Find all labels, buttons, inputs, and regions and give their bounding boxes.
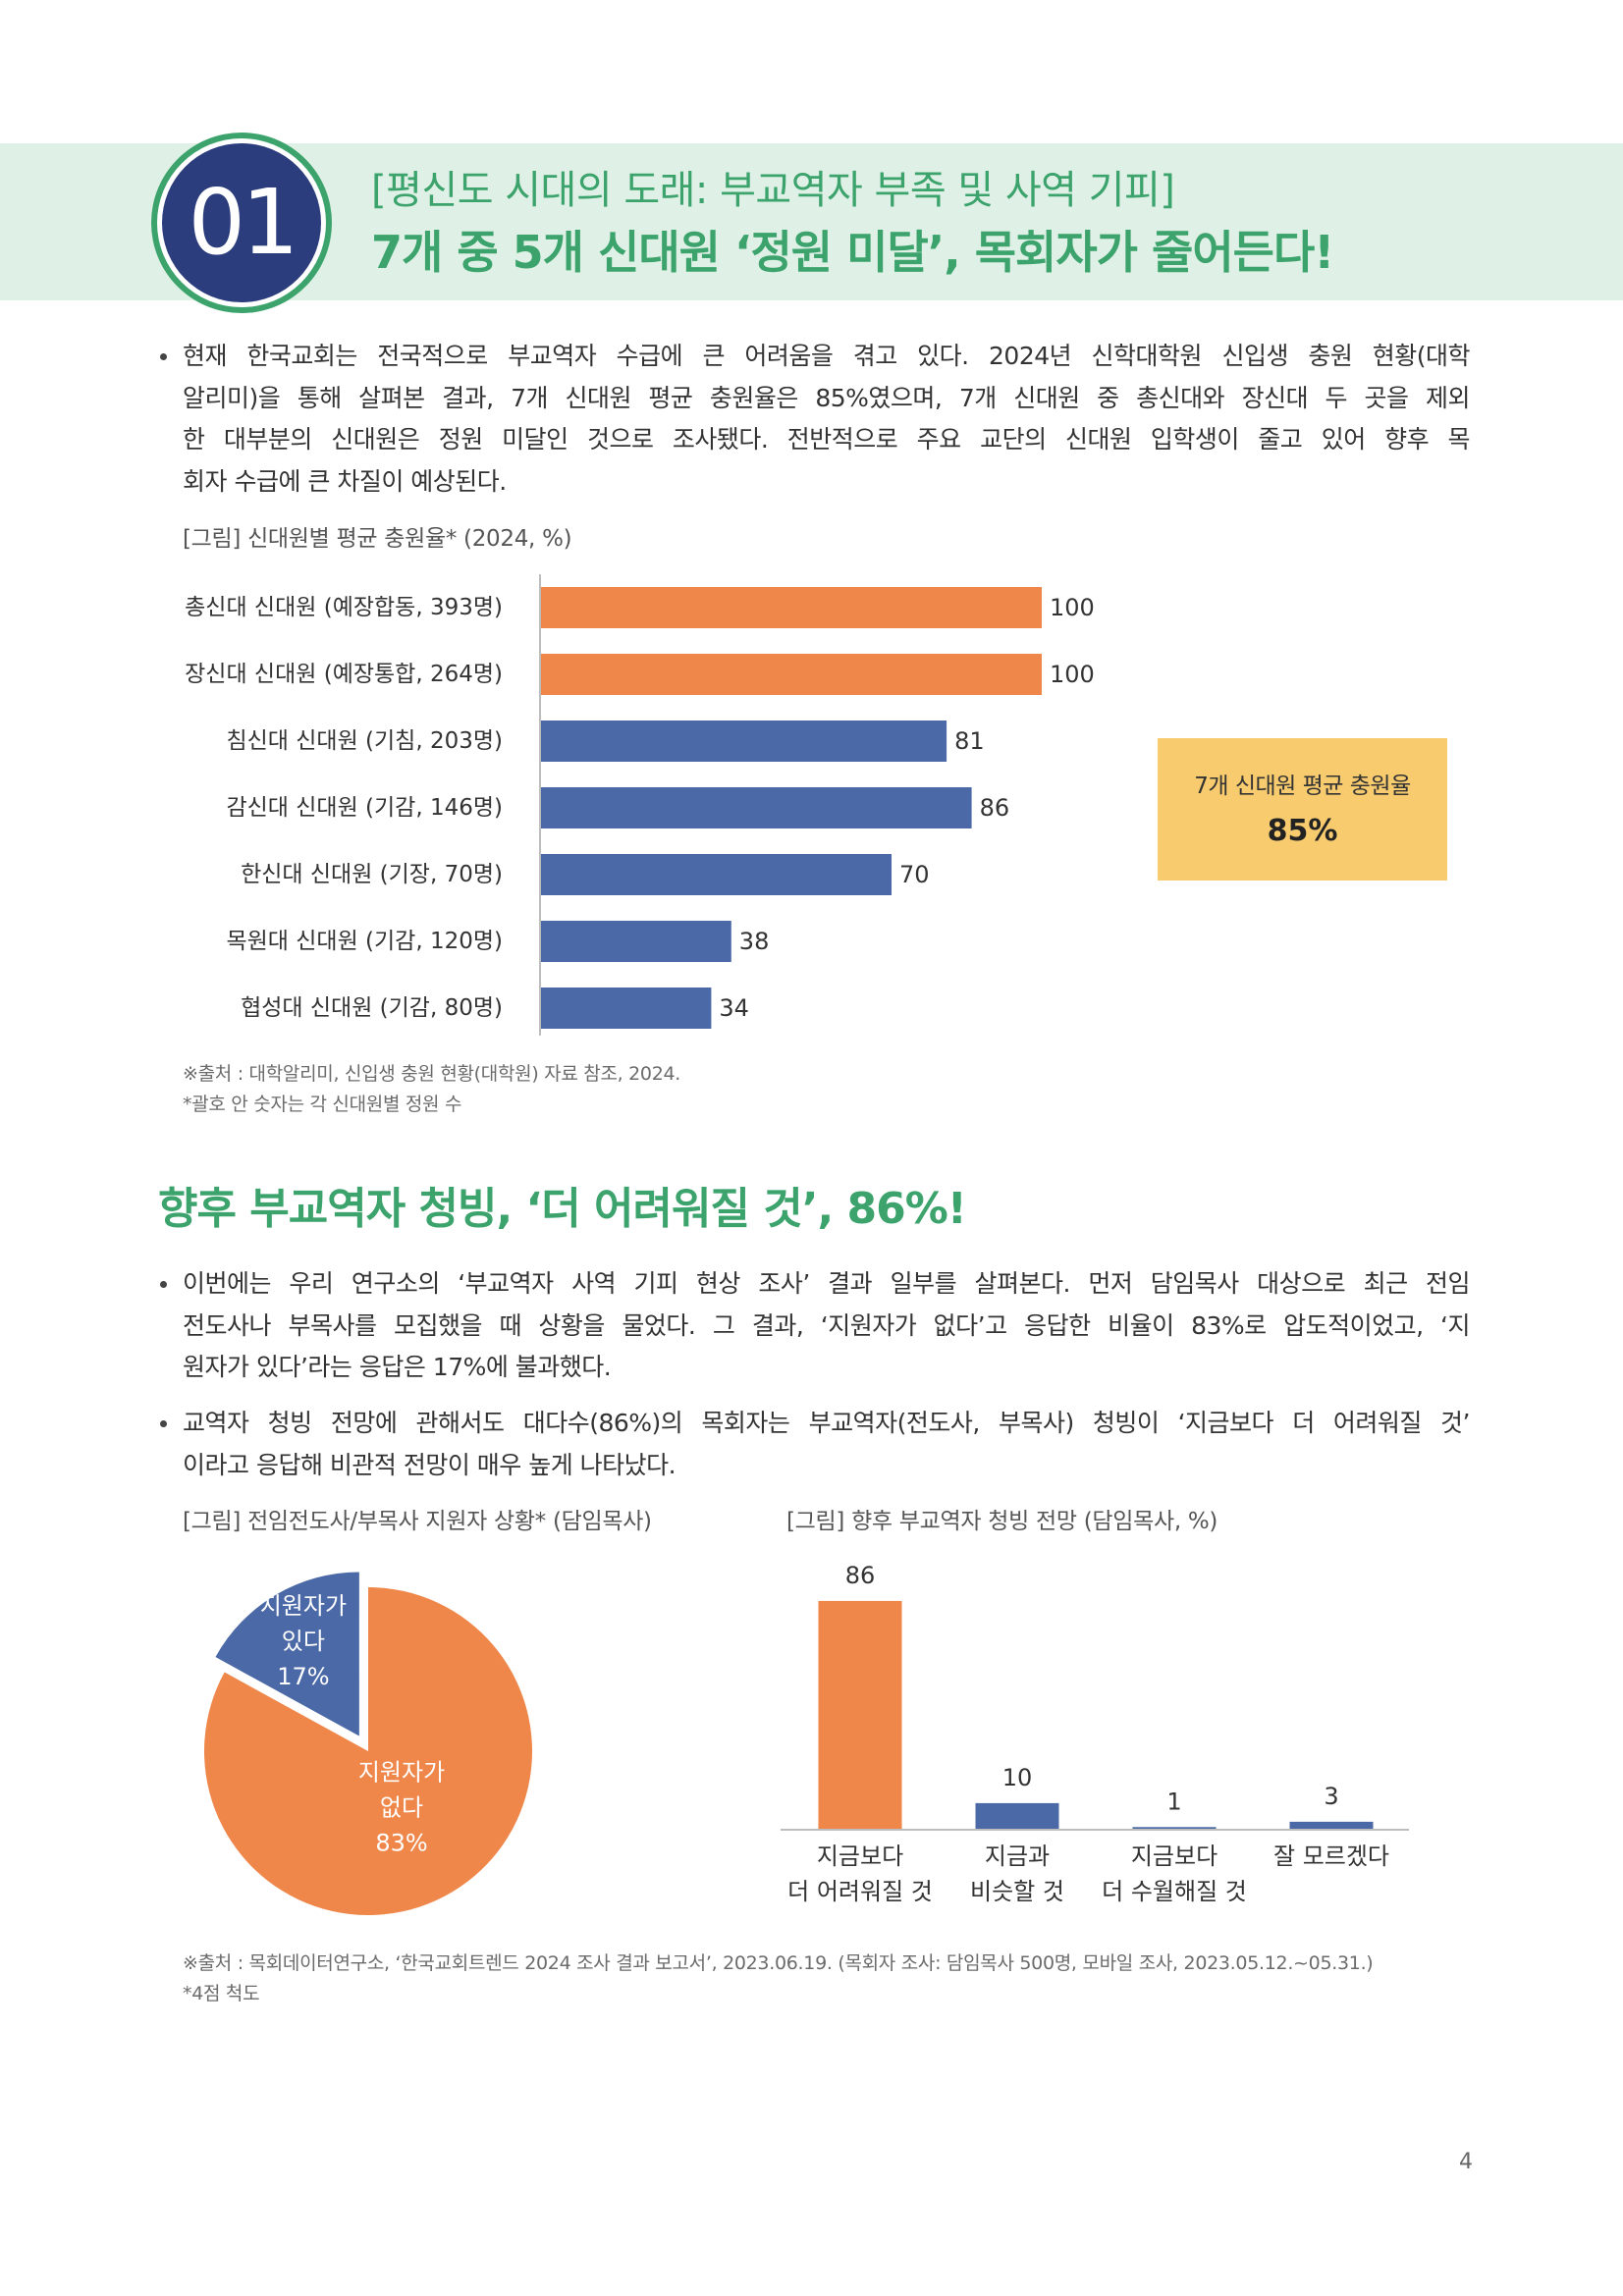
pie-slice-label: 없다: [380, 1793, 423, 1821]
badge-core: 01: [162, 143, 321, 302]
paragraph-line: 원자가 있다’라는 응답은 17%에 불과했다.: [183, 1353, 612, 1381]
bar-value-label: 3: [1324, 1783, 1338, 1810]
section-title: 7개 중 5개 신대원 ‘정원 미달’, 목회자가 줄어든다!: [371, 226, 1334, 279]
bar-value-label: 86: [980, 794, 1010, 822]
bar-value-label: 100: [1050, 661, 1095, 688]
footnote: *4점 척도: [183, 1983, 260, 2004]
bar: [541, 587, 1042, 628]
pie-slice: [204, 1587, 533, 1915]
bar: [975, 1802, 1059, 1830]
enrollment-bar-chart: 총신대 신대원 (예장합동, 393명) 100 장신대 신대원 (예장통합, 26…: [185, 574, 1095, 1036]
pie-slice-label: 지원자가: [358, 1758, 445, 1786]
section-number-badge: 01: [151, 133, 332, 313]
bar-category-label: 지금보다: [817, 1842, 903, 1870]
paragraph-line: 전도사나 부목사를 모집했을 때 상황을 물었다. 그 결과, ‘지원자가 없다…: [183, 1310, 1471, 1340]
bar-category-label: 더 어려워질 것: [787, 1878, 933, 1905]
section-subtitle: [평신도 시대의 도래: 부교역자 부족 및 사역 기피]: [371, 168, 1175, 213]
bar-value-label: 81: [954, 727, 985, 755]
source-notes: ※출처 : 목회데이터연구소, ‘한국교회트렌드 2024 조사 결과 보고서’…: [183, 1949, 1374, 2009]
page-number: 4: [1459, 2150, 1473, 2174]
bar-category-label: 지금보다: [1131, 1842, 1217, 1870]
bar: [541, 787, 972, 828]
bar-value-label: 86: [845, 1562, 876, 1589]
average-rate-label: 7개 신대원 평균 충원율: [1194, 773, 1411, 799]
bar: [541, 854, 892, 895]
bar-value-label: 70: [899, 861, 930, 888]
figure-caption: [그림] 향후 부교역자 청빙 전망 (담임목사, %): [786, 1509, 1218, 1534]
paragraph-line: 알리미)을 통해 살펴본 결과, 7개 신대원 평균 충원율은 85%였으며, …: [183, 383, 1471, 412]
bar-value-label: 34: [719, 994, 749, 1022]
pie-slice: [215, 1572, 359, 1736]
pie-slice-label: 17%: [277, 1663, 329, 1690]
bar: [1132, 1827, 1217, 1830]
bar-category-label: 장신대 신대원 (예장통합, 264명): [185, 662, 503, 687]
bar: [1289, 1821, 1374, 1830]
bar-category-label: 침신대 신대원 (기침, 203명): [226, 728, 503, 754]
average-rate-value: 85%: [1267, 813, 1338, 848]
bar-value-label: 1: [1166, 1788, 1181, 1815]
bar-category-label: 총신대 신대원 (예장합동, 393명): [185, 595, 503, 620]
bar-value-label: 10: [1002, 1764, 1033, 1791]
paragraph-line: 교역자 청빙 전망에 관해서도 대다수(86%)의 목회자는 부교역자(전도사,…: [183, 1409, 1471, 1437]
bar-category-label: 협성대 신대원 (기감, 80명): [241, 995, 503, 1021]
subsection-heading: 향후 부교역자 청빙, ‘더 어려워질 것’, 86%!: [158, 1184, 967, 1234]
bar-category-label: 지금과: [985, 1842, 1050, 1870]
bar: [541, 721, 947, 762]
bar: [541, 988, 712, 1029]
source-notes: ※출처 : 대학알리미, 신입생 충원 현황(대학원) 자료 참조, 2024.…: [183, 1059, 680, 1120]
bullet-icon: [160, 1281, 167, 1288]
source-note: ※출처 : 목회데이터연구소, ‘한국교회트렌드 2024 조사 결과 보고서’…: [183, 1952, 1374, 1974]
source-note: ※출처 : 대학알리미, 신입생 충원 현황(대학원) 자료 참조, 2024.: [183, 1063, 681, 1085]
pie-slice-label: 83%: [375, 1829, 427, 1856]
bar-category-label: 한신대 신대원 (기장, 70명): [241, 862, 503, 887]
paragraph-line: 이라고 응답해 비관적 전망이 매우 높게 나타났다.: [183, 1450, 676, 1479]
bar-value-label: 38: [739, 928, 770, 955]
paragraph-line: 현재 한국교회는 전국적으로 부교역자 수급에 큰 어려움을 겪고 있다. 20…: [183, 342, 1471, 370]
bar: [818, 1600, 902, 1830]
figure-caption: [그림] 전임전도사/부목사 지원자 상황* (담임목사): [183, 1509, 652, 1534]
bar-category-label: 잘 모르겠다: [1273, 1842, 1389, 1870]
paragraph-line: 한 대부분의 신대원은 정원 미달인 것으로 조사됐다. 전반적으로 주요 교단…: [183, 425, 1471, 454]
bar: [541, 921, 731, 962]
bar-category-label: 더 수월해질 것: [1102, 1878, 1247, 1905]
section-number: 01: [188, 170, 298, 275]
bar: [541, 654, 1042, 695]
bullet-icon: [160, 353, 167, 360]
pie-slice-label: 있다: [282, 1628, 325, 1655]
pie-slice-label: 지원자가: [260, 1592, 347, 1620]
footnote: *괄호 안 숫자는 각 신대원별 정원 수: [183, 1094, 462, 1115]
bar-value-label: 100: [1050, 594, 1095, 621]
bar-category-label: 목원대 신대원 (기감, 120명): [226, 929, 503, 954]
paragraph-line: 회자 수급에 큰 차질이 예상된다.: [183, 466, 507, 496]
paragraph-line: 이번에는 우리 연구소의 ‘부교역자 사역 기피 현상 조사’ 결과 일부를 살…: [183, 1269, 1471, 1298]
bar-category-label: 비슷할 것: [970, 1878, 1064, 1905]
bullet-paragraph: 교역자 청빙 전망에 관해서도 대다수(86%)의 목회자는 부교역자(전도사,…: [160, 1403, 1471, 1486]
bullet-icon: [160, 1420, 167, 1427]
bar-category-label: 감신대 신대원 (기감, 146명): [226, 795, 503, 821]
average-rate-callout: 7개 신대원 평균 충원율 85%: [1158, 738, 1447, 881]
figure-caption: [그림] 신대원별 평균 충원율* (2024, %): [183, 526, 572, 552]
bullet-paragraph: 이번에는 우리 연구소의 ‘부교역자 사역 기피 현상 조사’ 결과 일부를 살…: [160, 1263, 1471, 1389]
bullet-paragraph: 현재 한국교회는 전국적으로 부교역자 수급에 큰 어려움을 겪고 있다. 20…: [160, 336, 1471, 503]
